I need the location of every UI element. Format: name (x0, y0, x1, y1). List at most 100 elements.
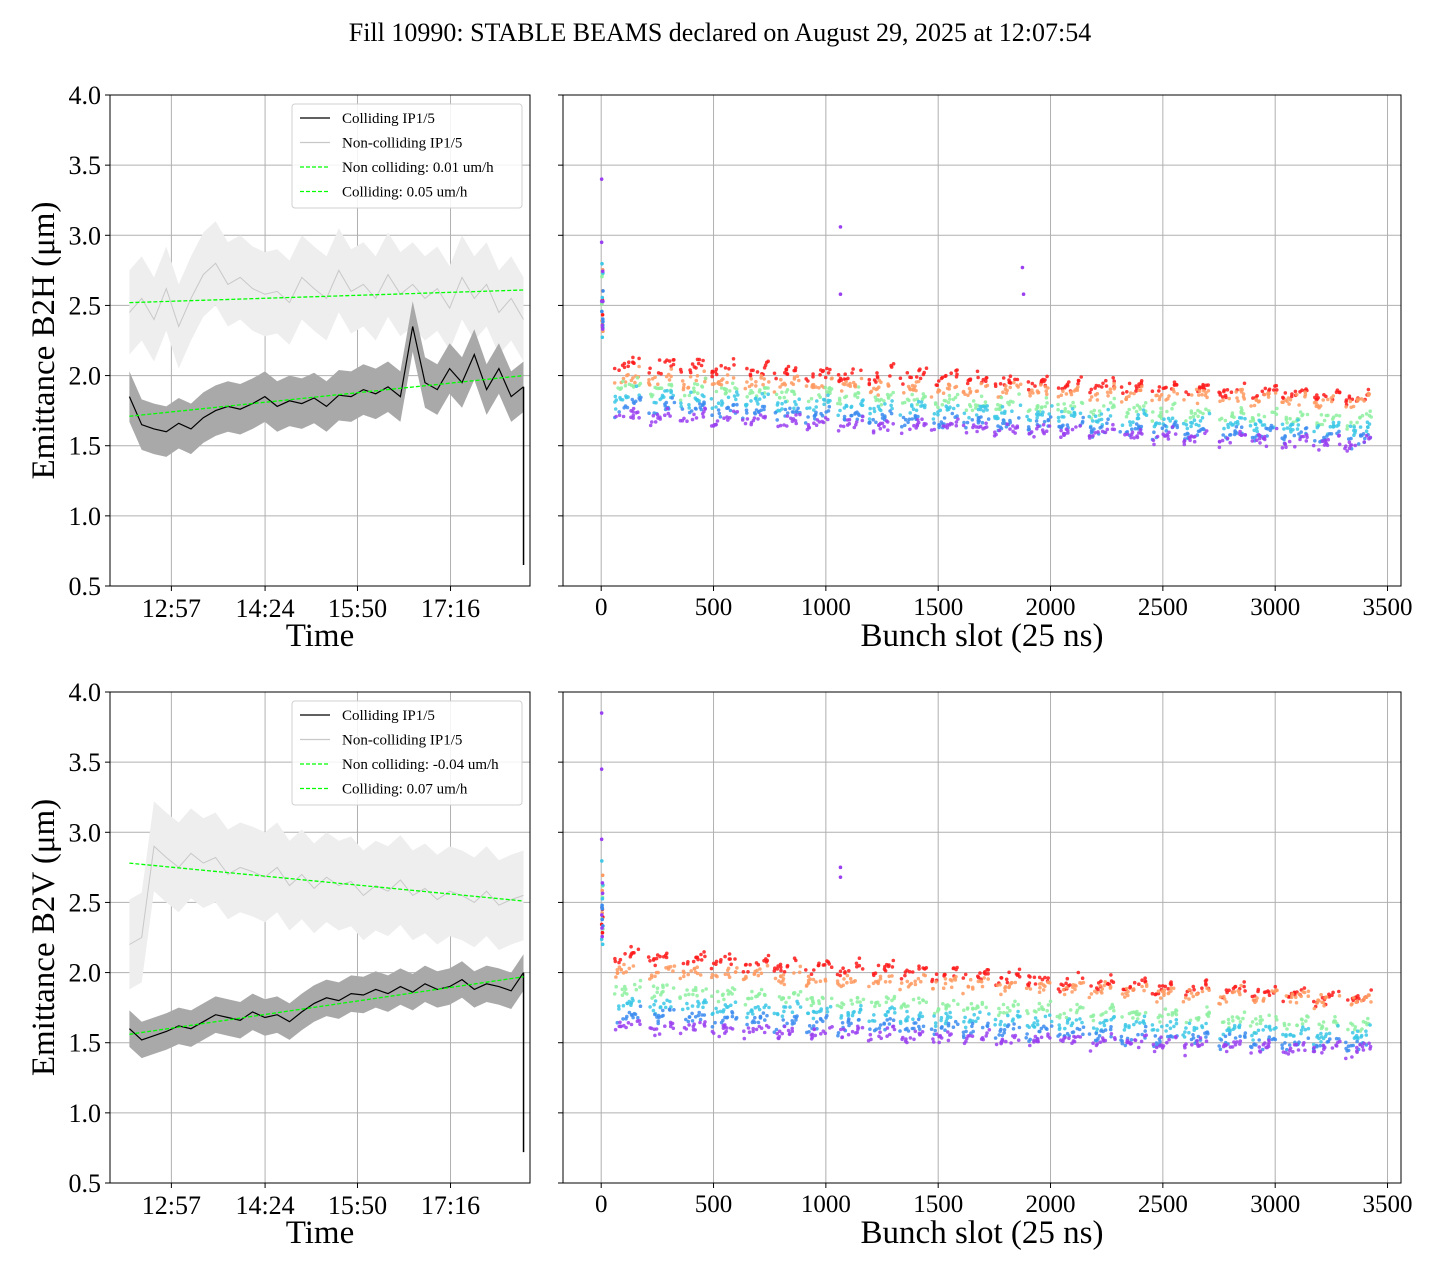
bunch-point (846, 1032, 851, 1037)
bunch-point (773, 966, 777, 970)
bunch-point (841, 424, 846, 429)
bunch-point (1349, 1043, 1353, 1048)
bunch-point (1293, 389, 1298, 394)
bunch-point (1034, 419, 1039, 423)
bunch-point (859, 1003, 863, 1008)
bunch-point (811, 385, 816, 390)
bunch-point (812, 1010, 816, 1014)
bunch-point (852, 425, 857, 430)
bunch-point (703, 406, 707, 411)
noncolliding-band (129, 801, 524, 990)
bunch-point (1048, 415, 1053, 419)
bunch-point (729, 1003, 733, 1008)
bunch-point (1334, 1043, 1338, 1047)
bunch-point (600, 930, 605, 935)
noncolliding-line (129, 845, 524, 945)
bunch-point (1142, 1021, 1147, 1026)
bunch-point (933, 1028, 937, 1033)
bunch-point (1287, 439, 1292, 444)
bunch-point (1358, 1042, 1362, 1047)
bunch-point (1258, 1050, 1263, 1054)
outlier-point (599, 767, 604, 771)
bunch-point (1137, 405, 1142, 409)
bunch-point (756, 1020, 761, 1025)
bunch-point (855, 1030, 859, 1035)
bunch-point (932, 427, 937, 432)
bunch-point (1218, 995, 1223, 999)
bunch-point (836, 429, 841, 433)
bunch-point (943, 977, 948, 981)
bunch-point (1189, 424, 1193, 429)
bunch-point (780, 1014, 785, 1018)
bunch-point (1092, 408, 1097, 413)
bunch-point (787, 995, 791, 1000)
bunch-point (1364, 1029, 1368, 1033)
bunch-point (1325, 434, 1329, 438)
bunch-point (822, 402, 826, 407)
bunch-point (843, 971, 847, 975)
bunch-point (1106, 407, 1110, 412)
bunch-point (1248, 423, 1253, 428)
bunch-point (1335, 424, 1339, 428)
bunch-point (803, 421, 808, 425)
bunch-point (1326, 397, 1330, 402)
bunch-point (744, 976, 748, 980)
bunch-point (1109, 973, 1113, 977)
bunch-point (731, 402, 736, 407)
bunch-point (996, 424, 1000, 428)
bunch-point (808, 406, 812, 410)
bunch-point (1255, 426, 1259, 431)
bunch-point (867, 1019, 871, 1024)
bunch-point (696, 361, 701, 366)
bunch-point (979, 394, 984, 399)
bunch-point (892, 996, 896, 1001)
bunch-point (1305, 412, 1310, 417)
bunch-point (914, 375, 919, 379)
bunch-point (631, 413, 636, 418)
bunch-point (1040, 428, 1045, 432)
bunch-point (1165, 1040, 1169, 1045)
bunch-point (654, 956, 659, 961)
bunch-point (905, 1040, 909, 1045)
bunch-point (813, 412, 818, 417)
bunch-point (1174, 1035, 1178, 1040)
bunch-point (1306, 994, 1311, 998)
bunch-point (1056, 987, 1061, 991)
bunch-point (615, 1020, 620, 1025)
bunch-point (778, 962, 783, 967)
bunch-point (1016, 1009, 1020, 1014)
bunch-point (1290, 392, 1294, 396)
bunch-point (726, 395, 731, 400)
bunch-point (600, 891, 605, 896)
bunch-point (980, 984, 985, 989)
bunch-point (1044, 389, 1048, 393)
bunch-point (1017, 967, 1022, 972)
bunch-point (1026, 417, 1031, 422)
bunch-point (723, 954, 727, 959)
bunch-point (1288, 1033, 1292, 1037)
bunch-point (1059, 428, 1063, 433)
bunch-point (627, 966, 632, 971)
bunch-point (685, 962, 690, 966)
bunch-point (1239, 425, 1244, 430)
bunch-point (1008, 399, 1013, 404)
bunch-point (1002, 1010, 1006, 1015)
bunch-point (615, 971, 620, 975)
bunch-point (945, 1016, 950, 1021)
bunch-point (850, 1029, 855, 1034)
bunch-point (1032, 975, 1037, 980)
bunch-point (1151, 410, 1155, 414)
bunch-point (910, 417, 914, 421)
bunch-point (1317, 999, 1321, 1003)
bunch-point (782, 982, 787, 987)
bunch-point (1222, 426, 1226, 431)
bunch-point (694, 366, 698, 370)
bunch-point (1028, 393, 1032, 398)
bunch-point (1232, 1023, 1237, 1028)
bunch-point (867, 377, 872, 382)
bunch-point (621, 1003, 626, 1008)
bunch-point (1014, 972, 1019, 976)
bunch-point (840, 1021, 845, 1025)
legend-label: Colliding IP1/5 (342, 111, 435, 127)
bunch-point (993, 1036, 998, 1040)
